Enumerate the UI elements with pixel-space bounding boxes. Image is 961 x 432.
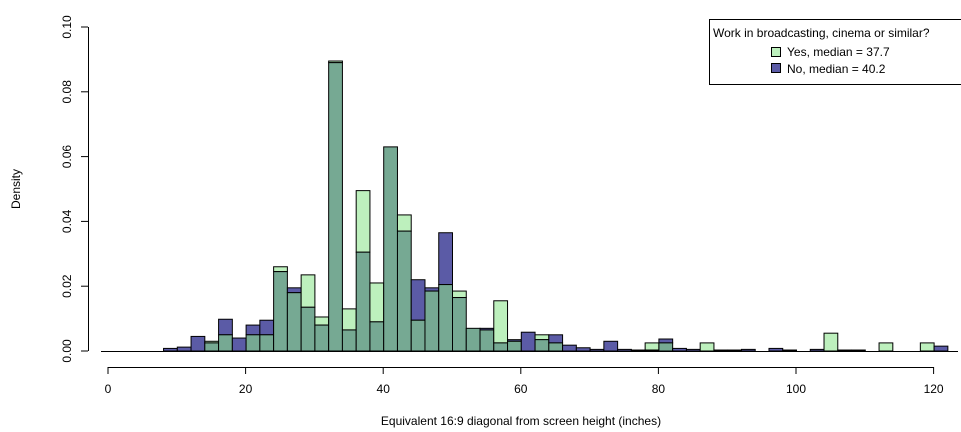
bar-overlap — [355, 251, 371, 352]
bar-no-only — [190, 335, 206, 352]
y-tick-label: 0.06 — [60, 145, 74, 169]
bar-overlap — [410, 319, 426, 352]
bar-yes-only — [878, 342, 894, 352]
bar-no-only — [410, 279, 426, 321]
legend-key-no — [771, 63, 781, 73]
bar-no-only — [163, 347, 178, 352]
bar-no-only — [520, 331, 536, 352]
bar-overlap — [438, 284, 453, 352]
bar-no-only — [218, 318, 233, 336]
bar-overlap — [286, 292, 302, 352]
x-tick-label: 60 — [514, 382, 528, 396]
bar-overlap — [341, 329, 357, 352]
bar-overlap — [658, 342, 674, 352]
bar-yes-only — [493, 300, 509, 344]
bar-yes-only — [534, 334, 550, 341]
bar-no-only — [548, 334, 564, 344]
bar-yes-only — [919, 342, 935, 352]
bar-no-only — [713, 349, 729, 352]
bar-overlap — [314, 324, 330, 352]
legend-title: Work in broadcasting, cinema or similar? — [713, 26, 930, 40]
legend: Work in broadcasting, cinema or similar?… — [709, 19, 961, 85]
bar-overlap — [396, 230, 412, 352]
bar-yes-only — [355, 190, 371, 253]
bar-overlap — [644, 349, 660, 352]
x-tick-label: 100 — [786, 382, 806, 396]
bar-overlap — [493, 342, 509, 352]
bar-no-only — [740, 348, 756, 352]
bar-overlap — [452, 297, 467, 352]
bar-no-only — [933, 345, 949, 352]
y-tick-label: 0.10 — [60, 15, 74, 39]
y-tick-label: 0.00 — [60, 339, 74, 363]
bar-no-only — [630, 349, 646, 352]
bar-yes-only — [823, 332, 839, 352]
bar-no-only — [782, 349, 797, 352]
bar-no-only — [259, 319, 275, 336]
x-tick-label: 0 — [105, 382, 112, 396]
bar-overlap — [534, 339, 550, 352]
y-axis: 0.00 0.02 0.04 0.06 0.08 0.10 Density — [9, 15, 89, 363]
y-axis-title: Density — [9, 169, 23, 209]
y-tick-label: 0.04 — [60, 209, 74, 233]
bar-overlap — [273, 271, 288, 352]
bar-yes-only — [273, 266, 288, 273]
bar-overlap — [245, 334, 261, 352]
bar-overlap — [465, 327, 481, 352]
bar-no-only — [837, 349, 853, 352]
x-axis-title: Equivalent 16:9 diagonal from screen hei… — [381, 414, 661, 428]
legend-box — [709, 19, 961, 85]
bar-overlap — [369, 321, 385, 352]
bar-no-only — [286, 287, 302, 294]
bar-yes-only — [369, 282, 385, 323]
bar-overlap — [424, 290, 440, 352]
bar-no-only — [438, 232, 453, 286]
x-tick-label: 120 — [924, 382, 944, 396]
legend-label-yes: Yes, median = 37.7 — [787, 45, 890, 59]
bar-no-only — [727, 349, 742, 352]
bar-overlap — [479, 329, 495, 352]
bar-overlap — [259, 334, 275, 352]
bar-no-only — [231, 337, 247, 352]
bar-overlap — [204, 342, 220, 352]
x-axis: 0 20 40 60 80 100 120 Equivalent 16:9 diagonal… — [105, 367, 944, 428]
bar-overlap — [507, 340, 522, 352]
x-ticks: 0 20 40 60 80 100 120 — [105, 367, 944, 396]
bar-no-only — [575, 347, 591, 352]
bar-overlap — [383, 146, 398, 352]
bar-no-only — [589, 348, 605, 352]
x-tick-label: 40 — [377, 382, 391, 396]
bar-overlap — [300, 306, 316, 352]
bar-no-only — [245, 324, 261, 336]
bar-no-only — [672, 347, 687, 352]
bar-yes-only — [452, 290, 467, 299]
bar-overlap — [218, 334, 233, 352]
y-tick-label: 0.02 — [60, 274, 74, 298]
bar-yes-only — [300, 274, 316, 308]
bar-yes-only — [314, 316, 330, 326]
bar-no-only — [603, 340, 619, 352]
bar-yes-only — [396, 214, 412, 232]
bar-yes-only — [644, 342, 660, 351]
bar-overlap — [548, 342, 564, 352]
bar-yes-only — [341, 308, 357, 331]
bar-no-only — [562, 344, 577, 352]
histogram-bars — [163, 60, 949, 352]
legend-key-yes — [771, 47, 781, 57]
bar-no-only — [658, 338, 674, 344]
x-tick-label: 80 — [652, 382, 666, 396]
bar-no-only — [768, 347, 784, 352]
y-tick-label: 0.08 — [60, 80, 74, 104]
bar-no-only — [685, 348, 701, 352]
y-ticks: 0.00 0.02 0.04 0.06 0.08 0.10 — [60, 15, 88, 363]
legend-label-no: No, median = 40.2 — [787, 62, 886, 76]
bar-no-only — [851, 349, 866, 352]
bar-no-only — [176, 346, 192, 352]
bar-overlap — [328, 62, 343, 352]
bar-no-only — [809, 348, 825, 352]
x-tick-label: 20 — [239, 382, 253, 396]
bar-yes-only — [699, 342, 715, 352]
bar-no-only — [617, 348, 632, 352]
